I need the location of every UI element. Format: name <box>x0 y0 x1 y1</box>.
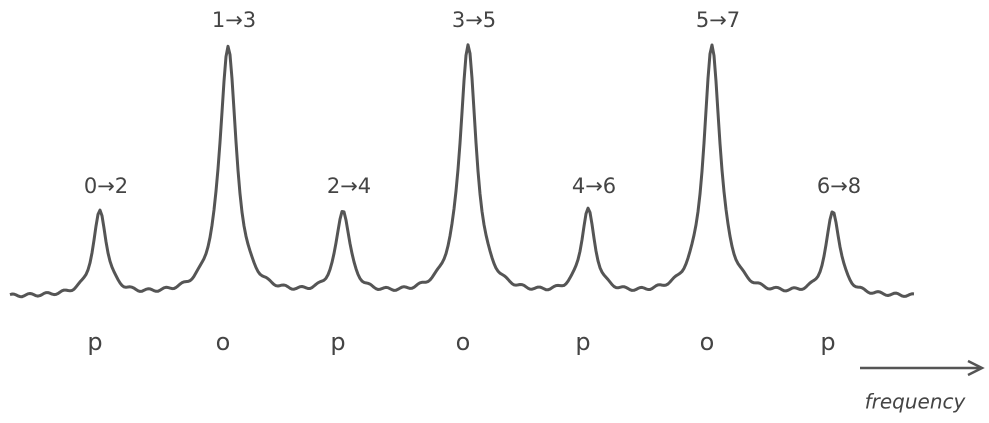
spectrum-diagram: frequency 0→2 p 1→3 o 2→4 p 3→5 o 4→6 p 5→7 o 6→8 p <box>0 0 989 423</box>
parity-label: p <box>575 328 590 356</box>
parity-label: p <box>330 328 345 356</box>
transition-label: 1→3 <box>212 8 256 32</box>
page: {"peaks": [ {"transition": "0→2", "label… <box>0 0 989 423</box>
transition-label: 6→8 <box>817 174 861 198</box>
transition-label: 5→7 <box>696 8 740 32</box>
transition-label: 0→2 <box>84 174 128 198</box>
parity-label: o <box>456 328 471 356</box>
axis-label: frequency <box>865 390 967 414</box>
parity-label: p <box>820 328 835 356</box>
parity-label: p <box>87 328 102 356</box>
spectrum-curve <box>10 45 914 297</box>
transition-label: 2→4 <box>327 174 371 198</box>
transition-label: 3→5 <box>452 8 496 32</box>
parity-label: o <box>700 328 715 356</box>
transition-label: 4→6 <box>572 174 616 198</box>
parity-label: o <box>216 328 231 356</box>
